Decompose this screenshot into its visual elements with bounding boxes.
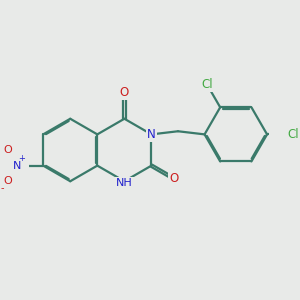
- Text: -: -: [1, 183, 4, 193]
- Text: Cl: Cl: [288, 128, 299, 141]
- Text: O: O: [169, 172, 178, 185]
- Text: O: O: [120, 86, 129, 99]
- Text: N: N: [12, 160, 21, 171]
- Text: NH: NH: [116, 178, 133, 188]
- Text: Cl: Cl: [201, 78, 213, 91]
- Text: +: +: [18, 154, 25, 163]
- Text: N: N: [147, 128, 156, 141]
- Text: O: O: [3, 145, 12, 155]
- Text: O: O: [3, 176, 12, 186]
